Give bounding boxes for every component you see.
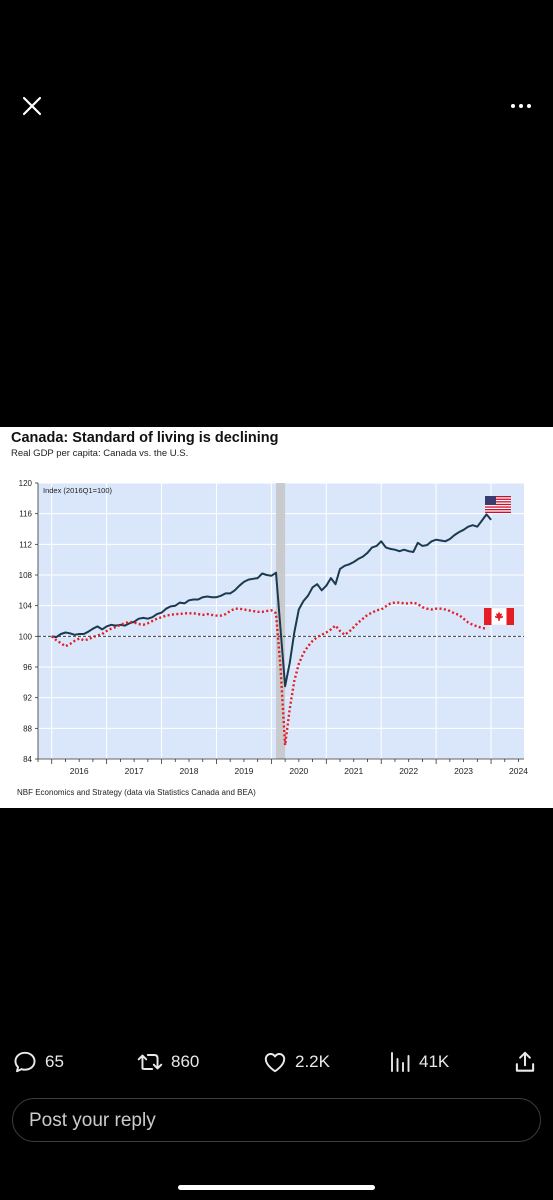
heart-icon <box>264 1053 286 1073</box>
y-tick-label: 84 <box>23 755 32 764</box>
close-icon <box>22 96 42 116</box>
x-tick-label: 2024 <box>509 766 528 776</box>
view-count: 41K <box>419 1052 450 1071</box>
repost-count: 860 <box>171 1052 200 1071</box>
post-action-bar: 65 860 2.2K 41K <box>0 1040 553 1084</box>
top-bar <box>0 0 553 140</box>
more-options-button[interactable] <box>503 88 539 124</box>
x-tick-label: 2019 <box>234 766 253 776</box>
y-tick-label: 120 <box>19 479 33 488</box>
gdp-chart: 84 88 92 96 100 104 108 112 116 120 2016 2017 2018 20… <box>19 479 529 776</box>
reply-icon <box>14 1051 36 1073</box>
x-tick-label: 2021 <box>344 766 363 776</box>
canada-flag <box>483 607 515 626</box>
analytics-icon <box>391 1052 410 1072</box>
reply-button[interactable]: 65 <box>12 1040 64 1084</box>
chart-source-note: NBF Economics and Strategy (data via Sta… <box>17 788 256 797</box>
chart-subtitle: Real GDP per capita: Canada vs. the U.S. <box>11 448 189 459</box>
y-tick-label: 116 <box>19 510 32 519</box>
close-button[interactable] <box>14 88 50 124</box>
y-tick-label: 96 <box>23 663 32 672</box>
like-count: 2.2K <box>295 1052 330 1071</box>
y-tick-label: 92 <box>23 694 32 703</box>
us-series-line <box>51 513 492 688</box>
more-icon <box>511 104 531 108</box>
like-button[interactable]: 2.2K <box>262 1040 330 1084</box>
x-tick-label: 2020 <box>289 766 308 776</box>
post-media-image[interactable]: Canada: Standard of living is declining … <box>0 427 553 808</box>
share-button[interactable] <box>512 1040 538 1084</box>
y-tick-label: 104 <box>19 602 33 611</box>
y-tick-label: 100 <box>19 632 33 641</box>
views-button[interactable]: 41K <box>388 1040 449 1084</box>
reply-input[interactable] <box>27 1099 511 1143</box>
home-indicator <box>178 1185 375 1190</box>
repost-icon <box>137 1054 163 1070</box>
x-tick-label: 2016 <box>70 766 89 776</box>
chart-title: Canada: Standard of living is declining <box>11 430 279 446</box>
y-tick-label: 112 <box>19 540 32 549</box>
reply-count: 65 <box>45 1052 64 1071</box>
reply-box[interactable] <box>12 1098 541 1143</box>
y-axis-label: Index (2016Q1=100) <box>43 486 113 495</box>
x-tick-label: 2018 <box>180 766 199 776</box>
x-tick-label: 2017 <box>125 766 144 776</box>
us-flag <box>485 496 511 513</box>
y-tick-label: 108 <box>19 571 33 580</box>
x-tick-label: 2023 <box>454 766 473 776</box>
x-tick-label: 2022 <box>399 766 418 776</box>
y-tick-label: 88 <box>23 724 32 733</box>
share-icon <box>515 1051 535 1072</box>
repost-button[interactable]: 860 <box>136 1040 199 1084</box>
